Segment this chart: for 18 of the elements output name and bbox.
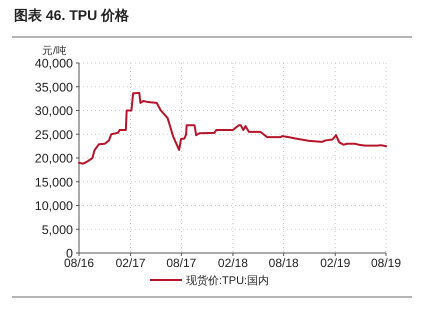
x-tick-label: 08/19 — [370, 256, 402, 270]
y-axis-title: 元/吨 — [42, 44, 67, 57]
y-tick-label: 25,000 — [34, 128, 74, 142]
y-tick-label: 20,000 — [34, 152, 74, 166]
y-tick-label: 10,000 — [34, 199, 74, 213]
x-tick-label: 02/17 — [116, 256, 146, 270]
y-tick-label: 40,000 — [34, 56, 74, 70]
x-tick-label: 08/16 — [64, 256, 94, 270]
x-tick-label: 08/18 — [268, 256, 300, 270]
legend-label: 现货价:TPU:国内 — [186, 274, 270, 287]
y-tick-label: 30,000 — [34, 104, 74, 118]
y-tick-label: 15,000 — [34, 175, 74, 190]
x-tick-label: 02/19 — [320, 256, 351, 270]
chart-title: 图表 46. TPU 价格 — [14, 7, 130, 23]
x-tick-label: 02/18 — [218, 256, 248, 270]
y-tick-label: 35,000 — [34, 80, 74, 94]
x-tick-label: 08/17 — [166, 256, 197, 270]
y-tick-label: 5,000 — [42, 222, 74, 237]
